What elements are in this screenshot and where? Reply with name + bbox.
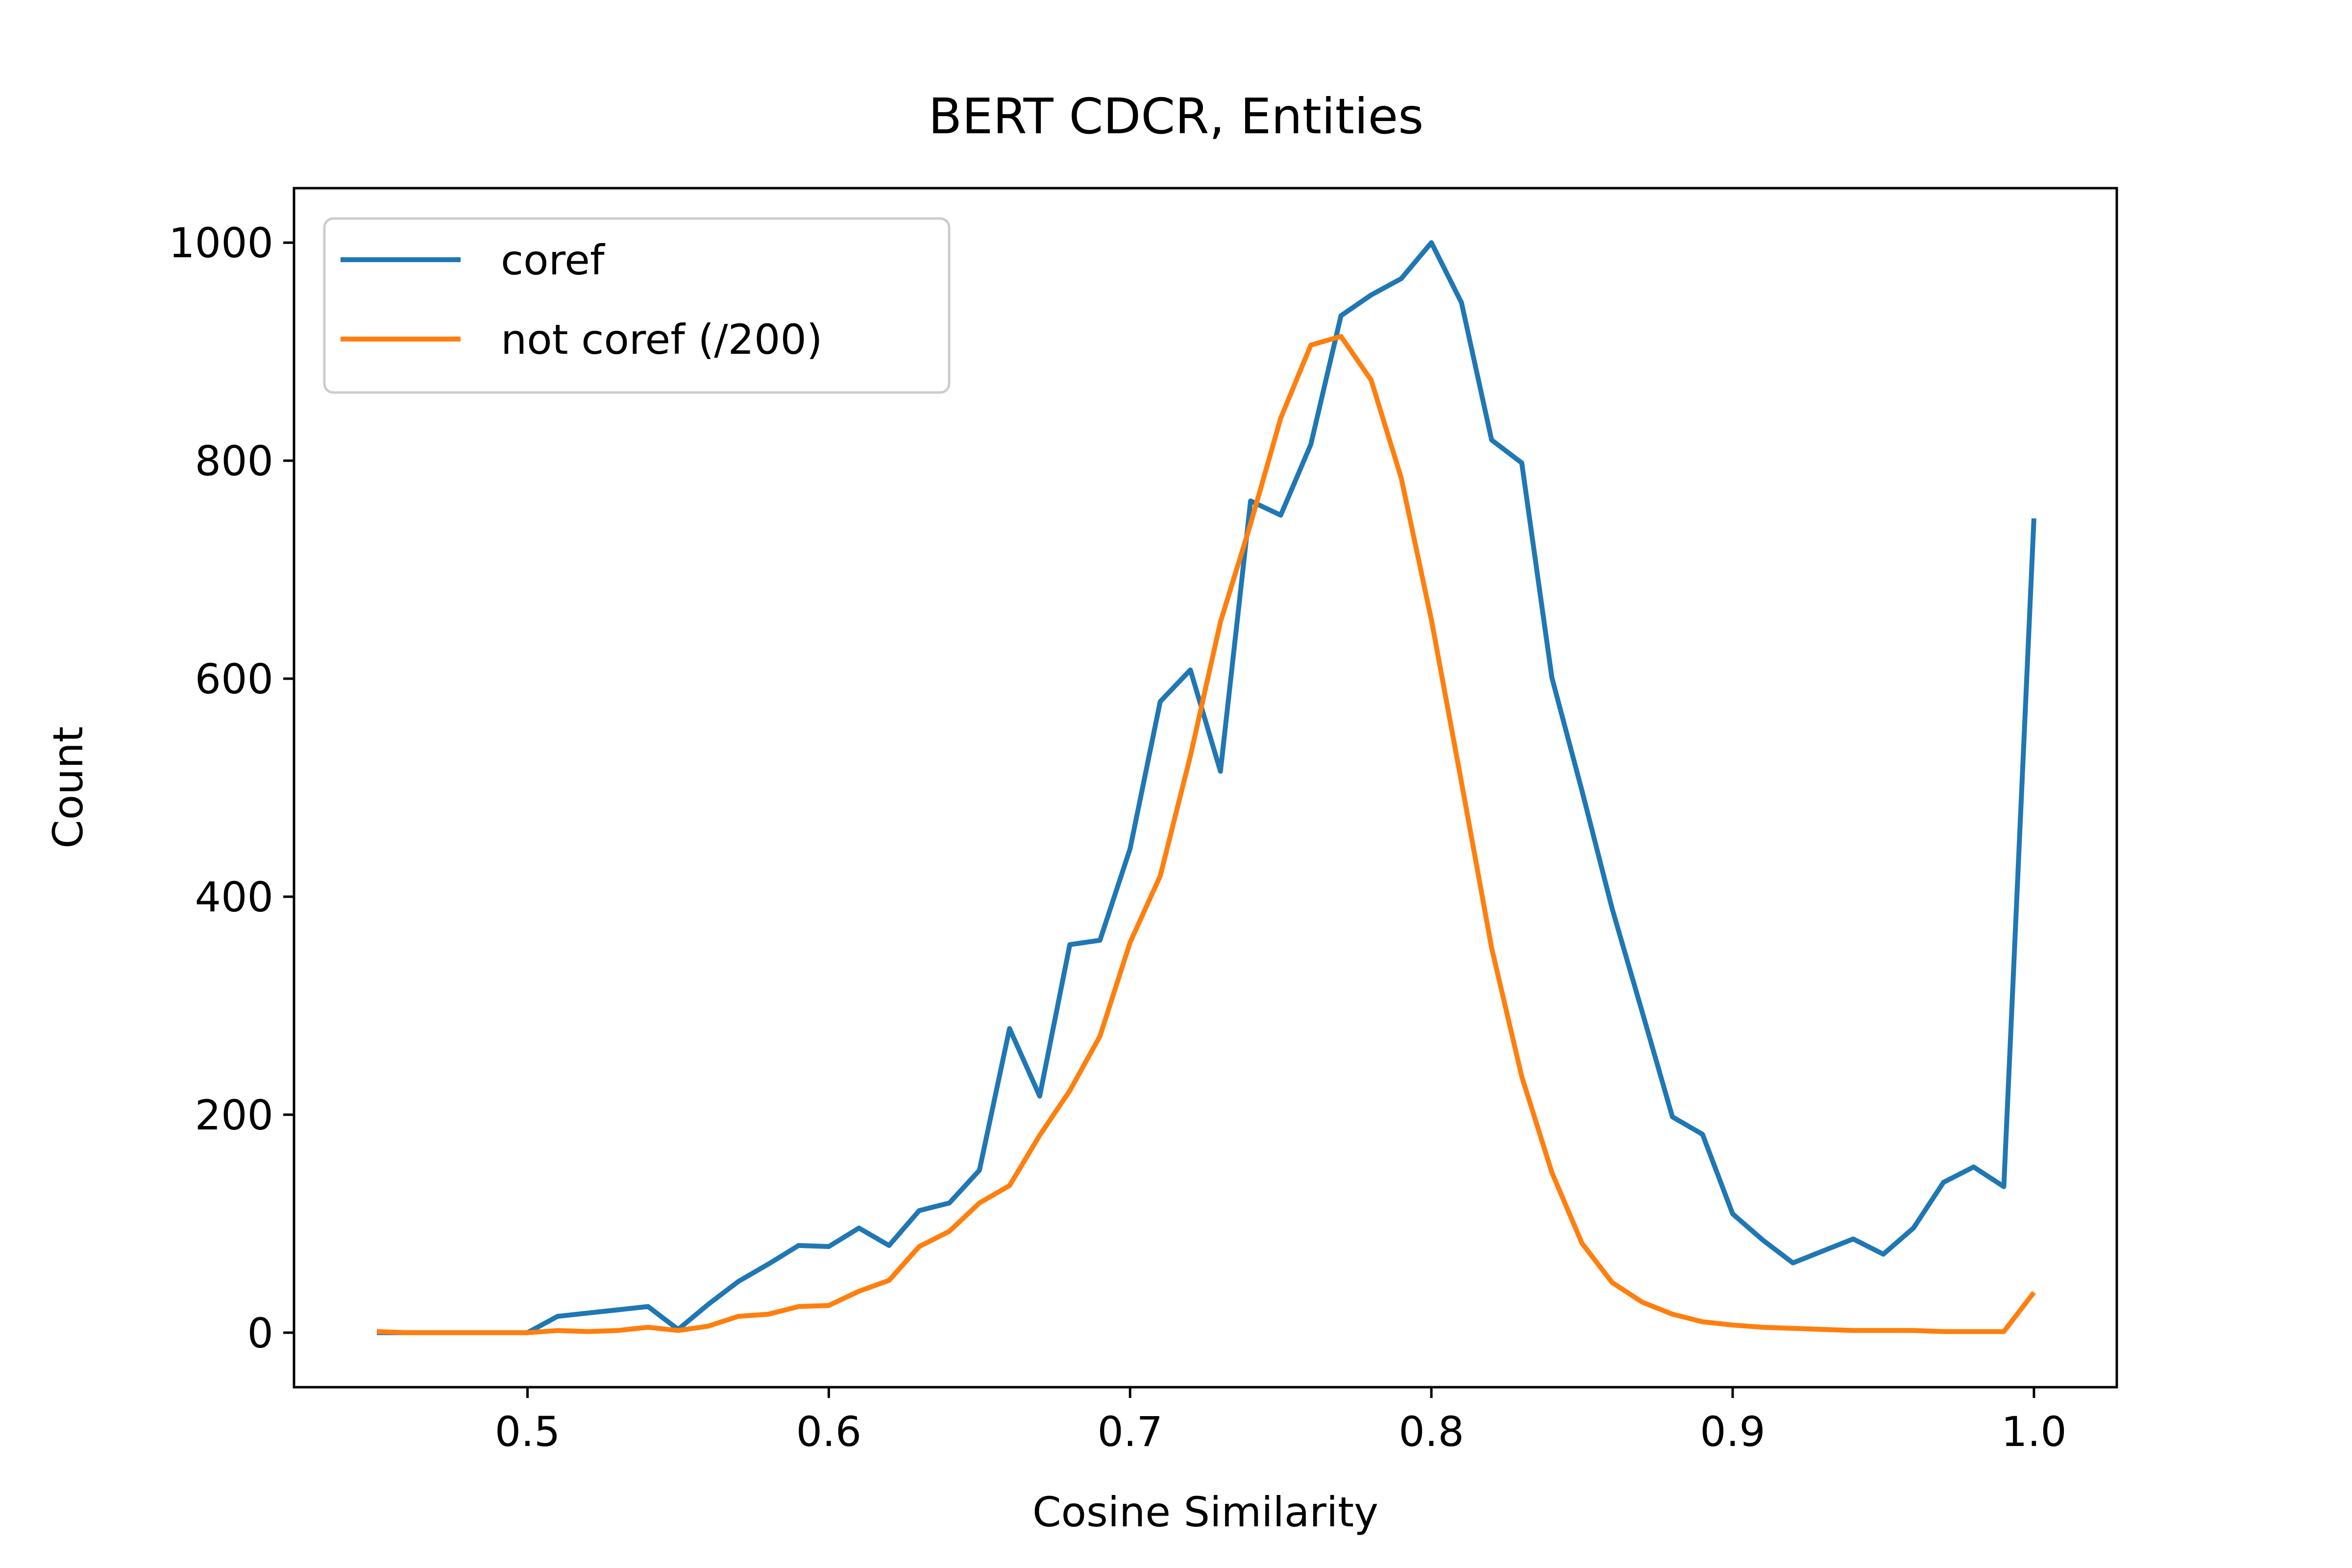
y-tick-label-5: 1000 xyxy=(169,219,273,267)
x-tick-label-2: 0.7 xyxy=(1097,1408,1163,1456)
axes-frame xyxy=(293,187,2118,1389)
series-layer xyxy=(376,240,2036,1335)
y-tick-label-2: 400 xyxy=(195,873,273,921)
x-tick-label-0: 0.5 xyxy=(495,1408,561,1456)
x-tick-label-1: 0.6 xyxy=(796,1408,862,1456)
plot-area xyxy=(293,187,2118,1389)
y-axis-label: Count xyxy=(44,726,92,848)
x-tick-label-5: 1.0 xyxy=(2001,1408,2067,1456)
y-tick-label-1: 200 xyxy=(195,1091,273,1139)
chart-title: BERT CDCR, Entities xyxy=(929,88,1424,145)
y-tick-label-3: 600 xyxy=(195,655,273,703)
legend-label-coref: coref xyxy=(501,236,606,284)
legend-box xyxy=(323,217,951,394)
x-axis-ticks: 0.5 0.6 0.7 0.8 0.9 1.0 xyxy=(495,1387,2067,1456)
series-line-1 xyxy=(376,334,2036,1335)
series-line-0 xyxy=(377,240,2036,1335)
y-axis-ticks: 0 200 400 600 800 1000 xyxy=(169,219,294,1357)
legend-label-not-coref: not coref (/200) xyxy=(501,316,823,364)
y-tick-label-4: 800 xyxy=(195,437,273,485)
y-tick-label-0: 0 xyxy=(247,1309,273,1357)
x-axis-label: Cosine Similarity xyxy=(1032,1488,1378,1536)
x-tick-label-3: 0.8 xyxy=(1398,1408,1464,1456)
legend: coref not coref (/200) xyxy=(323,217,951,394)
x-tick-label-4: 0.9 xyxy=(1700,1408,1765,1456)
